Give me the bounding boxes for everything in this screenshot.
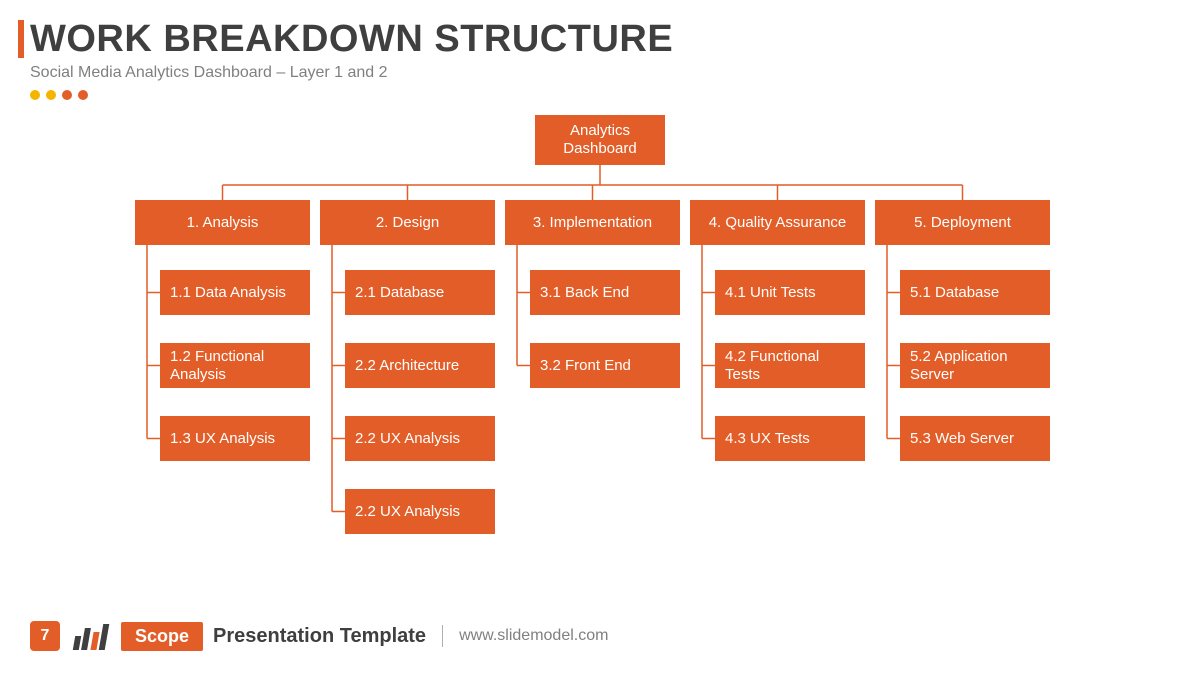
scope-badge: Scope <box>121 622 203 651</box>
dot-1 <box>30 90 40 100</box>
wbs-child-1-3: 1.3 UX Analysis <box>160 416 310 461</box>
wbs-child-4-2: 4.2 Functional Tests <box>715 343 865 388</box>
wbs-branch-2: 2. Design <box>320 200 495 245</box>
slide: WORK BREAKDOWN STRUCTURE Social Media An… <box>0 0 1200 675</box>
slide-subtitle: Social Media Analytics Dashboard – Layer… <box>30 64 388 82</box>
slide-title: WORK BREAKDOWN STRUCTURE <box>30 18 673 61</box>
dot-4 <box>78 90 88 100</box>
wbs-branch-4: 4. Quality Assurance <box>690 200 865 245</box>
title-accent-bar <box>18 20 24 58</box>
wbs-child-3-1: 3.1 Back End <box>530 270 680 315</box>
wbs-root: Analytics Dashboard <box>535 115 665 165</box>
footer: 7 Scope Presentation Template www.slidem… <box>30 617 608 655</box>
dot-3 <box>62 90 72 100</box>
footer-template-label: Presentation Template <box>213 625 426 648</box>
dot-2 <box>46 90 56 100</box>
footer-divider <box>442 625 443 647</box>
logo-icon <box>70 622 111 650</box>
decorative-dots <box>30 90 88 100</box>
wbs-child-2-4: 2.2 UX Analysis <box>345 489 495 534</box>
wbs-child-5-3: 5.3 Web Server <box>900 416 1050 461</box>
wbs-branch-5: 5. Deployment <box>875 200 1050 245</box>
footer-url: www.slidemodel.com <box>459 627 608 645</box>
wbs-child-4-3: 4.3 UX Tests <box>715 416 865 461</box>
wbs-child-2-1: 2.1 Database <box>345 270 495 315</box>
wbs-branch-3: 3. Implementation <box>505 200 680 245</box>
wbs-child-5-2: 5.2 Application Server <box>900 343 1050 388</box>
wbs-child-1-1: 1.1 Data Analysis <box>160 270 310 315</box>
wbs-child-4-1: 4.1 Unit Tests <box>715 270 865 315</box>
wbs-child-3-2: 3.2 Front End <box>530 343 680 388</box>
wbs-child-2-3: 2.2 UX Analysis <box>345 416 495 461</box>
page-number-badge: 7 <box>30 621 60 651</box>
wbs-child-1-2: 1.2 Functional Analysis <box>160 343 310 388</box>
wbs-branch-1: 1. Analysis <box>135 200 310 245</box>
wbs-connectors <box>0 0 1200 675</box>
wbs-child-2-2: 2.2 Architecture <box>345 343 495 388</box>
wbs-child-5-1: 5.1 Database <box>900 270 1050 315</box>
